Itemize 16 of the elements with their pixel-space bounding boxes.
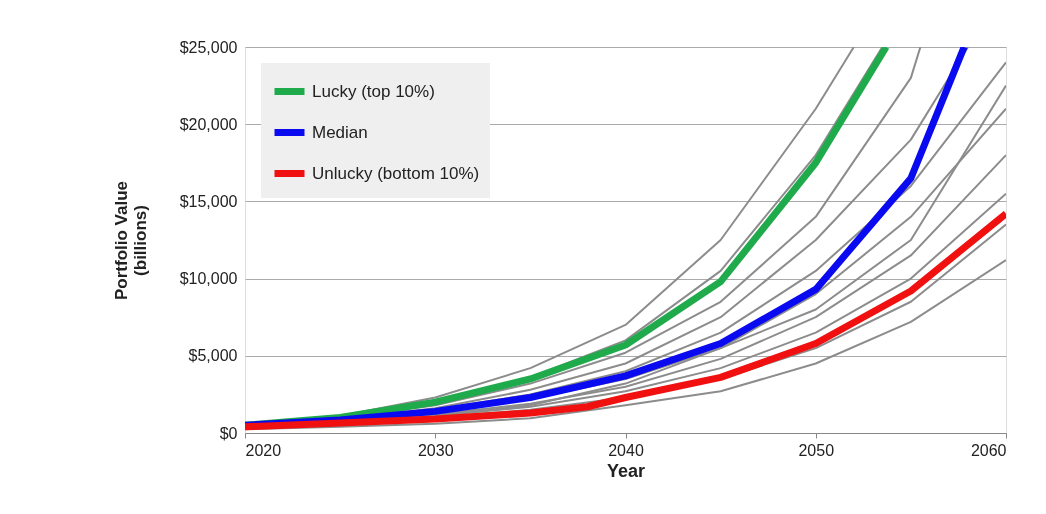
- y-tick-label: $25,000: [179, 38, 238, 56]
- x-tick-label: 2020: [245, 441, 282, 459]
- y-tick-label: $5,000: [188, 347, 238, 365]
- x-tick-label: 2050: [798, 441, 835, 459]
- legend-label: Median: [312, 122, 368, 142]
- y-axis-title: Portfolio Value (billions): [111, 180, 150, 301]
- y-tick-label: $10,000: [179, 270, 238, 288]
- y-tick-label: $20,000: [179, 115, 238, 133]
- x-tick-label: 2040: [608, 441, 644, 459]
- x-axis-title: Year: [606, 460, 646, 481]
- legend-label: Lucky (top 10%): [312, 81, 435, 101]
- x-tick-label: 2060: [970, 441, 1007, 459]
- legend-label: Unlucky (bottom 10%): [312, 163, 480, 183]
- y-tick-label: $0: [219, 424, 238, 442]
- y-tick-label: $15,000: [179, 192, 238, 210]
- x-tick-label: 2030: [417, 441, 454, 459]
